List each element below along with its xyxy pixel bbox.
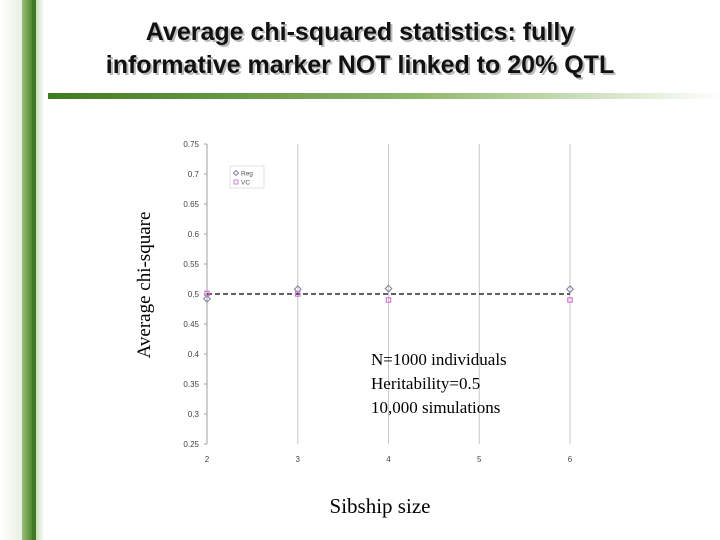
data-point-reg — [293, 285, 302, 294]
y-tick-label: 0.4 — [188, 350, 200, 359]
simulation-notes: N=1000 individuals Heritability=0.5 10,0… — [371, 348, 507, 420]
y-tick-label: 0.7 — [188, 170, 200, 179]
legend-marker-vc — [233, 179, 239, 185]
note-sample-size: N=1000 individuals — [371, 350, 507, 369]
note-heritability: Heritability=0.5 — [371, 374, 481, 393]
data-point-vc — [385, 297, 392, 303]
title-underline-rule — [48, 93, 720, 99]
slide-title-line-2: informative marker NOT linked to 20% QTL — [105, 51, 615, 79]
y-tick-label: 0.3 — [188, 410, 200, 419]
data-point-vc — [294, 291, 301, 297]
y-tick-label: 0.5 — [188, 290, 200, 299]
data-point-reg — [565, 285, 575, 294]
y-tick-label: 0.45 — [183, 320, 199, 329]
x-axis-label: Sibship size — [329, 494, 431, 518]
data-point-reg — [384, 284, 393, 293]
x-tick-label: 4 — [386, 455, 391, 464]
x-tick-label: 5 — [477, 455, 482, 464]
legend-label-vc: VC — [241, 180, 250, 187]
legend-marker-reg — [232, 169, 240, 177]
legend-box — [229, 165, 265, 189]
y-tick-label: 0.25 — [183, 440, 199, 449]
left-decorative-bar — [0, 0, 44, 540]
x-tick-label: 6 — [568, 455, 573, 464]
data-point-reg — [202, 294, 212, 303]
slide-title-shadow: Average chi-squared statistics: fully in… — [107, 20, 617, 81]
slide-title-line-1: Average chi-squared statistics: fully — [145, 18, 575, 46]
data-point-vc — [204, 290, 210, 297]
y-tick-label: 0.75 — [183, 140, 199, 149]
note-simulations: 10,000 simulations — [371, 398, 501, 417]
x-tick-label: 3 — [296, 455, 301, 464]
y-tick-label: 0.35 — [183, 380, 199, 389]
y-tick-label: 0.6 — [188, 230, 200, 239]
x-tick-label: 2 — [205, 455, 210, 464]
slide-title: Average chi-squared statistics: fully in… — [50, 16, 670, 82]
y-tick-label: 0.55 — [183, 260, 199, 269]
data-point-vc — [567, 297, 573, 303]
y-tick-label: 0.65 — [183, 200, 199, 209]
legend-label-reg: Reg — [241, 171, 253, 178]
y-axis-label: Average chi-square — [134, 211, 155, 359]
